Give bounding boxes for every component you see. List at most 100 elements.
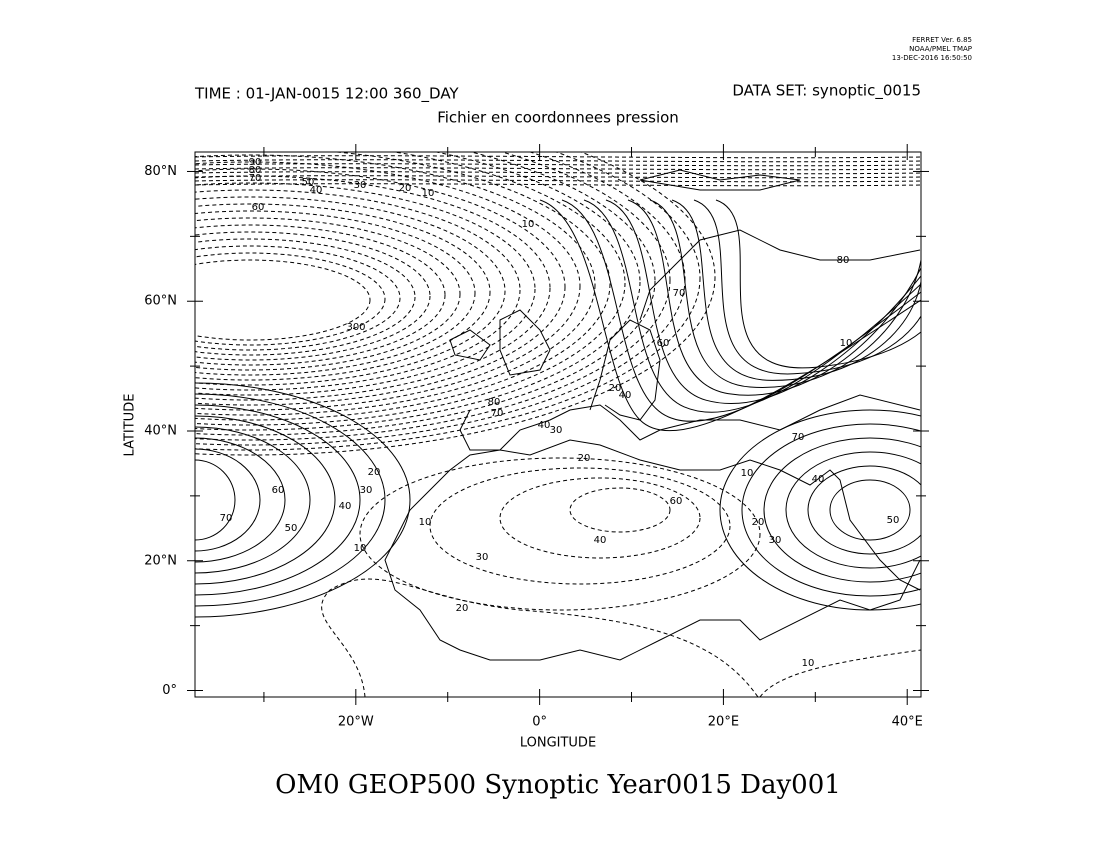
header-line: FERRET Ver. 6.85 — [912, 36, 972, 44]
contour-line — [195, 189, 521, 391]
contour-line — [195, 152, 701, 451]
contour-label: 90 — [249, 157, 262, 168]
contour-line — [671, 199, 921, 381]
contour-line — [195, 437, 286, 563]
contour-line — [359, 457, 761, 611]
contour-line — [195, 245, 401, 351]
contour-label: 10 — [741, 468, 754, 479]
contour-line — [759, 649, 921, 697]
contour-label: 40 — [538, 420, 551, 431]
contour-line — [195, 404, 361, 596]
subtitle: Fichier en coordonnees pression — [437, 109, 679, 127]
x-tick-label: 40°E — [892, 715, 923, 730]
contour-line — [195, 224, 446, 366]
contour-line — [195, 217, 461, 371]
contour-label: 20 — [368, 467, 381, 478]
y-tick-label: 80°N — [144, 164, 177, 179]
contour-line — [195, 182, 536, 396]
y-tick-label: 40°N — [144, 423, 177, 438]
contour-line — [763, 437, 921, 583]
contour-label: 40 — [339, 501, 352, 512]
contour-line — [195, 152, 686, 446]
contour-line — [195, 159, 921, 163]
contour-label: 30 — [360, 485, 373, 496]
contour-line — [195, 167, 921, 171]
y-tick-label: 60°N — [144, 294, 177, 309]
coastline — [589, 319, 661, 421]
contour-line — [429, 467, 731, 585]
contour-line — [195, 152, 626, 426]
header-line: 13-DEC-2016 16:50:50 — [892, 54, 972, 62]
contour-label: 10 — [522, 219, 535, 230]
contour-line — [715, 199, 921, 369]
contour-label: 70 — [249, 173, 262, 184]
contour-label: 10 — [419, 517, 432, 528]
contour-line — [649, 199, 921, 388]
contour-line — [195, 459, 236, 541]
contour-label: 60 — [657, 338, 670, 349]
contour-line — [195, 393, 386, 607]
contour-line — [829, 479, 911, 541]
contour-label: 300 — [346, 322, 365, 333]
y-tick-label: 0° — [162, 683, 177, 698]
contour-line — [807, 465, 921, 555]
contour-label: 60 — [252, 202, 265, 213]
contour-line — [561, 199, 921, 422]
contour-label: 10 — [840, 338, 853, 349]
contour-line — [195, 426, 311, 574]
contour-label: 40 — [310, 185, 323, 196]
contour-label: 60 — [670, 496, 683, 507]
contour-label: 50 — [285, 523, 298, 534]
contour-line — [195, 154, 596, 416]
contour-label: 40 — [619, 390, 632, 401]
coastline — [639, 169, 801, 191]
coastline — [499, 309, 551, 376]
contour-line — [719, 409, 921, 611]
contour-line — [195, 203, 491, 381]
contour-label: 30 — [769, 535, 782, 546]
map-area — [195, 152, 921, 697]
contour-line — [195, 152, 671, 441]
header-line: NOAA/PMEL TMAP — [909, 45, 972, 53]
contour-label: 50 — [302, 177, 315, 188]
coastline — [384, 439, 921, 661]
contour-label: 20 — [609, 383, 622, 394]
contour-line — [195, 382, 411, 618]
y-axis-label: LATITUDE — [123, 394, 138, 457]
contour-line — [195, 448, 261, 552]
contour-line — [195, 238, 416, 356]
contour-line — [195, 152, 611, 421]
contour-line — [195, 259, 371, 341]
contour-line — [195, 155, 921, 159]
x-tick-label: 20°W — [338, 715, 374, 730]
contour-label: 80 — [837, 255, 850, 266]
contour-label: 20 — [578, 453, 591, 464]
contour-line — [195, 152, 716, 456]
contour-line — [195, 179, 921, 183]
contour-label: 50 — [887, 515, 900, 526]
contour-line — [195, 183, 921, 187]
chart-title: OM0 GEOP500 Synoptic Year0015 Day001 — [275, 770, 841, 800]
contour-label: 30 — [354, 180, 367, 191]
contour-label: 40 — [812, 474, 825, 485]
contour-line — [785, 451, 921, 569]
contour-label: 20 — [399, 183, 412, 194]
contour-line — [321, 578, 759, 697]
contour-label: 10 — [802, 658, 815, 669]
contour-line — [741, 423, 921, 597]
y-tick-label: 20°N — [144, 553, 177, 568]
contour-label: 30 — [550, 425, 563, 436]
coastline — [639, 229, 921, 321]
x-tick-label: 0° — [532, 715, 547, 730]
coastline — [459, 394, 921, 451]
contour-line — [499, 477, 701, 559]
contour-label: 30 — [476, 552, 489, 563]
contour-label: 20 — [456, 603, 469, 614]
contour-label: 20 — [752, 517, 765, 528]
contour-line — [569, 487, 671, 533]
contour-label: 70 — [220, 513, 233, 524]
contour-line — [195, 168, 566, 406]
x-tick-label: 20°E — [708, 715, 739, 730]
contour-label: 70 — [491, 408, 504, 419]
